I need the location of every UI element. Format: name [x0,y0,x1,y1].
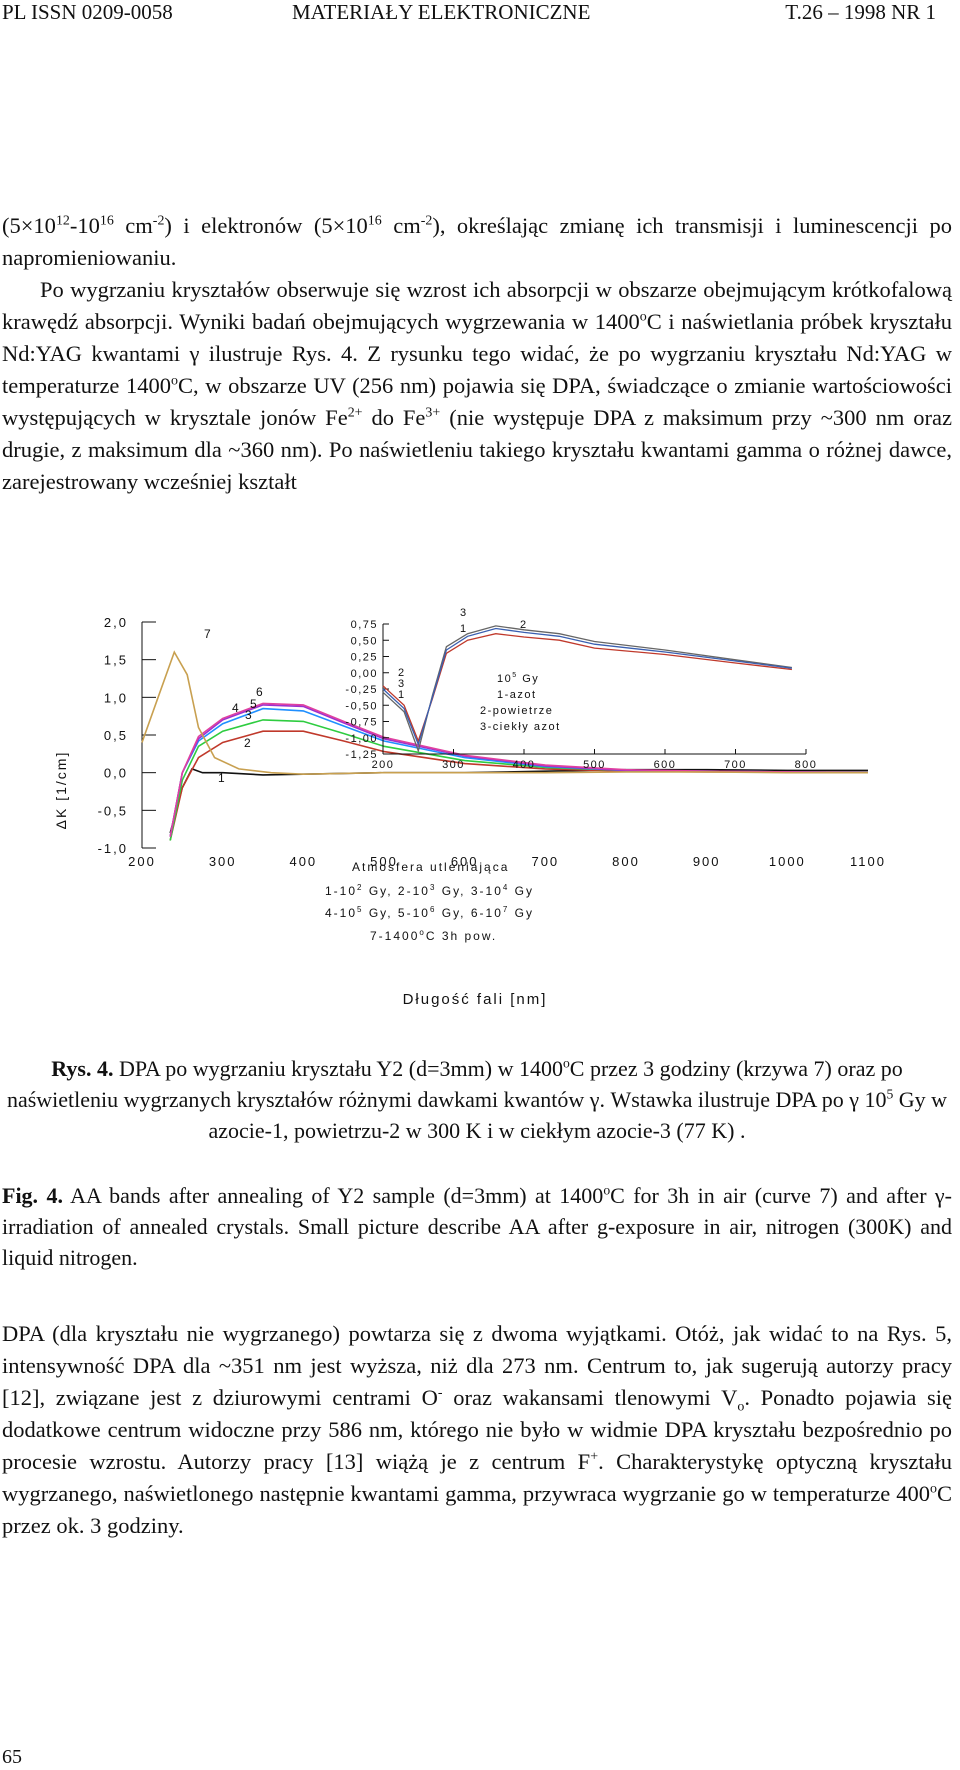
main-x-tick-label: 400 [289,854,317,869]
curve-label-7: 7 [204,627,211,641]
inset-y-tick-label: -0,75 [345,717,378,729]
main-y-tick-label: -1,0 [98,841,128,856]
inset-x-tick-label: 200 [372,759,395,771]
inset-legend-2: 2-powietrze [480,705,553,717]
curve-label-5: 5 [250,697,257,711]
volume-label: T.26 – 1998 NR 1 [785,0,936,24]
inset-x-tick-label: 600 [654,759,677,771]
inset-curve-label-3: 3 [460,607,466,619]
main-x-tick-label: 500 [370,854,398,869]
inset-legend-3: 3-ciekły azot [480,721,561,733]
issn-label: PL ISSN 0209-0058 [2,0,173,24]
legend-line-2: 4-105 Gy, 5-106 Gy, 6-107 Gy [325,905,534,920]
inset-y-tick-label: -0,50 [345,700,378,712]
figure-caption-pl: Rys. 4. DPA po wygrzaniu kryształu Y2 (d… [6,1055,948,1143]
paragraph-body: DPA (dla kryształu nie wygrzanego) powta… [2,1321,952,1538]
inset-y-tick-label: -1,25 [345,749,378,761]
main-x-tick-label: 300 [209,854,237,869]
main-x-tick-label: 800 [612,854,640,869]
inset-legend-1: 1-azot [497,689,537,701]
inset-curve-label-2: 2 [398,667,404,679]
inset-curve-label-2: 2 [520,619,526,631]
legend-line-3: 7-1400oC 3h pow. [370,928,497,943]
main-y-tick-label: 2,0 [104,615,128,630]
inset-series-1-line [382,633,792,743]
main-x-tick-label: 1000 [769,854,806,869]
inset-series-2-line [382,625,792,754]
curve-label-3: 3 [245,708,252,722]
main-x-tick-label: 200 [128,854,156,869]
inset-y-tick-label: -1,00 [345,733,378,745]
legend-inset: 105 Gy 1-azot 2-powietrze 3-ciekły azot [480,672,561,733]
inset-curve-label-1: 1 [398,689,404,701]
inset-y-tick-label: 0,00 [351,668,378,680]
inset-plot-area: 0,75 0,50 0,25 0,00 -0,25 -0,50 -0,75 -1,00 -1,2… [345,619,818,771]
inset-x-tick-label: 800 [795,759,818,771]
curve-label-4: 4 [232,701,239,715]
page-header: PL ISSN 0209-0058 MATERIAŁY ELEKTRONICZN… [0,0,960,28]
main-x-tick-label: 900 [693,854,721,869]
main-y-tick-label: 0,0 [104,766,128,781]
main-y-tick-label: 0,5 [104,728,128,743]
y-axis-label: ΔK [1/cm] [53,751,69,830]
inset-curve-label-1: 1 [460,623,466,635]
main-y-tick-label: 1,0 [104,690,128,705]
inset-x-tick-label: 500 [583,759,606,771]
main-x-tick-label: 700 [531,854,559,869]
main-x-tick-label: 1100 [850,854,886,869]
paragraph-intro: (5×1012-1016 cm-2) i elektronów (5×1016 … [2,213,953,494]
journal-title: MATERIAŁY ELEKTRONICZNE [292,0,591,24]
inset-x-tick-label: 700 [724,759,747,771]
x-axis-label: Długość fali [nm] [403,991,548,1008]
inset-y-tick-label: 0,25 [351,652,378,664]
legend-title: Atmosfera utleniająca [352,860,509,874]
legend-line-1: 1-102 Gy, 2-103 Gy, 3-104 Gy [325,883,534,898]
curve-label-6: 6 [256,685,263,699]
main-x-tick-label: 600 [451,854,479,869]
inset-y-tick-label: -0,25 [345,684,378,696]
series-7-line [141,650,868,776]
main-y-tick-label: 1,5 [104,653,128,668]
inset-x-tick-label: 400 [513,759,536,771]
inset-y-tick-label: 0,50 [351,635,378,647]
inset-series-3-line [382,627,792,747]
inset-x-tick-label: 300 [442,759,465,771]
curve-label-1: 1 [218,771,225,785]
figure-caption-en: Fig. 4. AA bands after annealing of Y2 s… [2,1182,952,1270]
page-number: 65 [2,1746,22,1768]
series-3-line [169,719,869,841]
series-2-line [169,730,869,841]
legend-main: Atmosfera utleniająca 1-102 Gy, 2-103 Gy… [325,860,534,943]
main-y-tick-label: -0,5 [98,803,128,818]
inset-y-tick-label: 0,75 [351,619,378,631]
inset-legend-dose: 105 Gy [497,672,539,685]
series-1-line [169,767,868,834]
inset-curve-label-3: 3 [398,678,404,690]
curve-label-2: 2 [244,736,251,750]
